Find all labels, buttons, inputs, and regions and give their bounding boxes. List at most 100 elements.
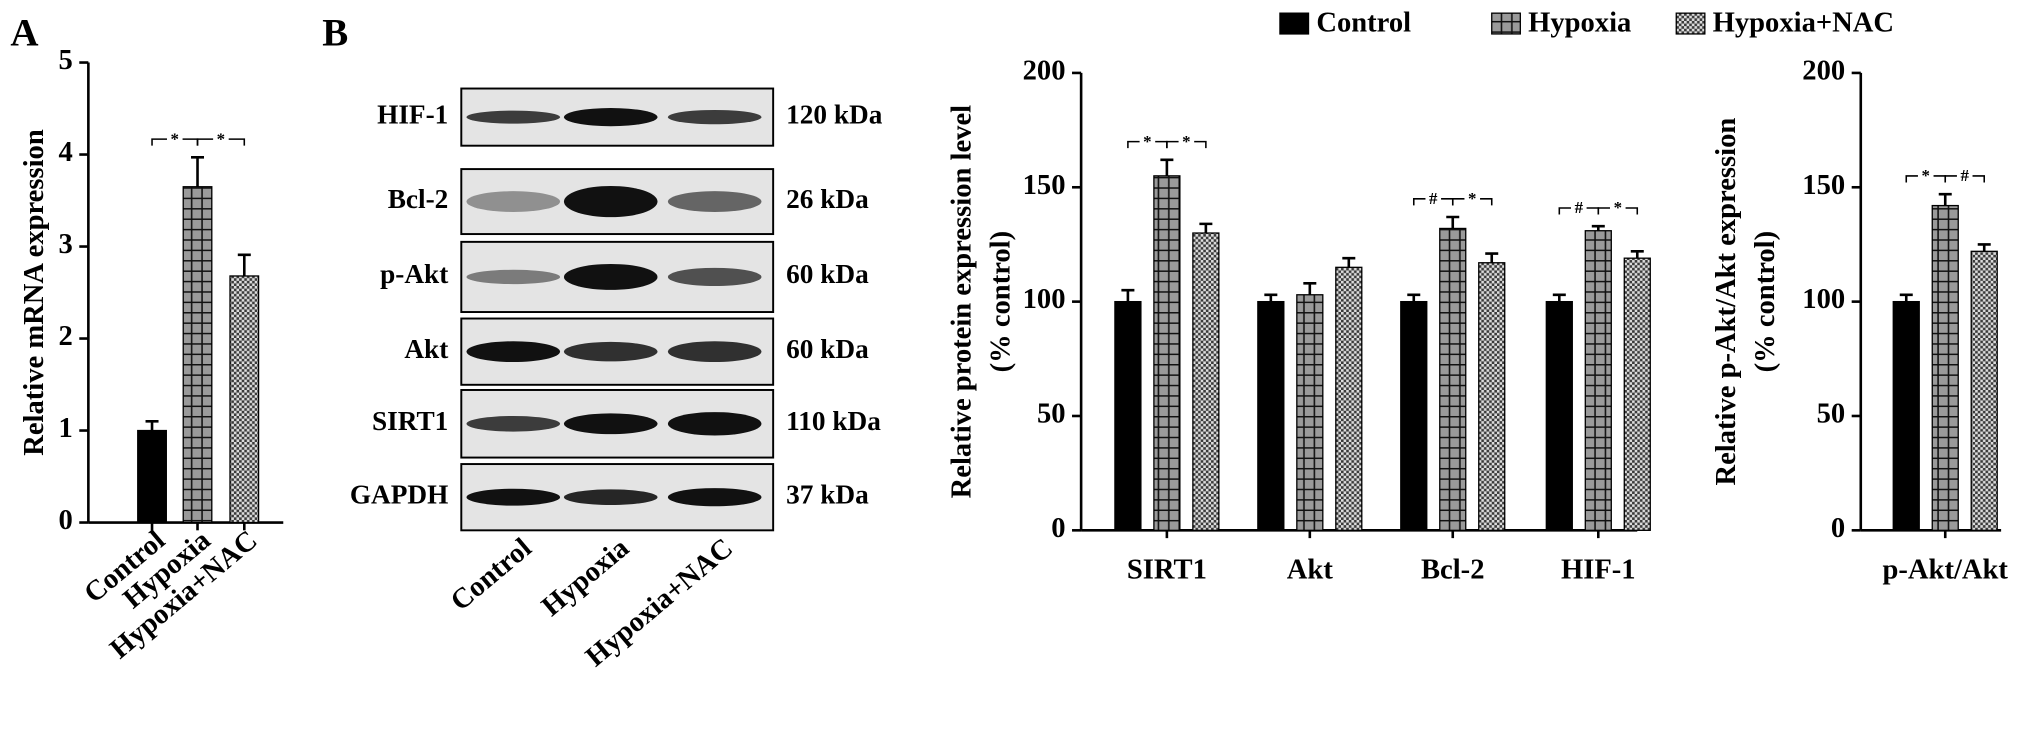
legend-label: Control <box>1316 7 1411 38</box>
protein-label: GAPDH <box>350 479 448 509</box>
bar <box>137 429 167 524</box>
protein-label: Bcl-2 <box>388 184 449 214</box>
bracket-gap <box>1917 168 1934 184</box>
error-bar <box>1407 293 1421 302</box>
error-bar <box>1342 256 1356 268</box>
y-tick-label: 4 <box>58 137 72 168</box>
band <box>667 341 762 363</box>
bar <box>1296 294 1324 531</box>
band <box>466 341 561 363</box>
band <box>667 267 762 287</box>
legend-label: Hypoxia+NAC <box>1713 7 1894 38</box>
y-tick-label: 150 <box>1802 170 1845 201</box>
error-bar <box>1121 288 1135 302</box>
bracket-gap <box>1425 191 1442 207</box>
significance-label: * <box>171 129 179 148</box>
bar <box>1335 266 1363 531</box>
bar <box>1970 250 1998 531</box>
error-bar <box>1160 158 1174 176</box>
band <box>563 108 658 127</box>
significance-label: * <box>1468 189 1476 208</box>
y-tick-label: 100 <box>1802 284 1845 315</box>
error-bar <box>1977 243 1991 252</box>
band <box>563 413 658 435</box>
band <box>466 269 561 285</box>
bar <box>1584 230 1612 531</box>
significance-label: # <box>1575 198 1584 217</box>
bar <box>1623 257 1651 531</box>
x-tick-label: Akt <box>1287 554 1334 585</box>
band <box>563 263 658 290</box>
significance-label: * <box>1182 132 1190 151</box>
significance-label: # <box>1961 166 1970 185</box>
panel-label: B <box>322 12 348 55</box>
bar <box>1478 262 1506 531</box>
band <box>667 412 762 436</box>
y-axis-label: (% control) <box>986 231 1017 373</box>
size-label: 60 kDa <box>786 334 869 364</box>
bar <box>182 186 213 524</box>
bar <box>1114 300 1142 531</box>
significance-label: * <box>1143 132 1151 151</box>
error-bar <box>1591 224 1605 231</box>
significance-label: # <box>1429 189 1438 208</box>
significance-label: * <box>1614 198 1622 217</box>
y-axis-label: Relative protein expression level <box>947 105 978 498</box>
y-tick-label: 2 <box>58 321 72 352</box>
bracket-gap <box>1464 191 1481 207</box>
band <box>563 185 658 218</box>
error-bar <box>1630 250 1644 259</box>
y-tick-label: 5 <box>58 45 72 76</box>
y-tick-label: 50 <box>1037 399 1066 430</box>
error-bar <box>191 155 205 187</box>
size-label: 120 kDa <box>786 99 883 129</box>
bracket-gap <box>1609 200 1626 216</box>
y-axis-label: Relative mRNA expression <box>19 129 50 456</box>
error-bar <box>145 420 159 431</box>
error-bar <box>237 253 251 276</box>
band <box>667 109 762 125</box>
size-label: 110 kDa <box>786 406 881 436</box>
size-label: 60 kDa <box>786 259 869 289</box>
y-tick-label: 150 <box>1023 170 1066 201</box>
y-tick-label: 0 <box>1831 513 1845 544</box>
error-bar <box>1199 222 1213 234</box>
bracket-gap <box>1178 133 1195 150</box>
bracket-gap <box>166 131 183 147</box>
legend-swatch <box>1675 12 1706 35</box>
y-tick-label: 200 <box>1023 55 1066 86</box>
y-axis-label: (% control) <box>1750 231 1781 373</box>
protein-label: Akt <box>404 334 448 364</box>
protein-label: HIF-1 <box>377 99 448 129</box>
bar <box>1153 175 1181 531</box>
y-tick-label: 100 <box>1023 284 1066 315</box>
error-bar <box>1899 293 1913 302</box>
bracket-gap <box>1139 133 1156 150</box>
significance-label: * <box>1922 166 1930 185</box>
x-tick-label: SIRT1 <box>1127 554 1207 585</box>
bar <box>1545 300 1573 531</box>
legend-label: Hypoxia <box>1528 7 1631 38</box>
size-label: 37 kDa <box>786 479 869 509</box>
bar <box>1439 227 1467 531</box>
band <box>563 341 658 362</box>
band <box>563 489 658 505</box>
error-bar <box>1485 252 1499 263</box>
legend-swatch <box>1491 12 1521 35</box>
bar <box>1892 300 1920 531</box>
bracket-gap <box>1571 200 1587 216</box>
error-bar <box>1303 282 1317 295</box>
legend-swatch <box>1279 12 1310 35</box>
panel-label: A <box>10 12 38 55</box>
y-tick-label: 0 <box>1051 513 1065 544</box>
significance-label: * <box>217 129 225 148</box>
band <box>667 191 762 212</box>
bar <box>1192 232 1220 531</box>
error-bar <box>1552 293 1566 302</box>
protein-label: p-Akt <box>380 259 448 289</box>
bracket-gap <box>213 131 229 147</box>
lane-label: Hypoxia <box>536 533 635 623</box>
protein-label: SIRT1 <box>372 406 448 436</box>
bar <box>1931 204 1959 531</box>
